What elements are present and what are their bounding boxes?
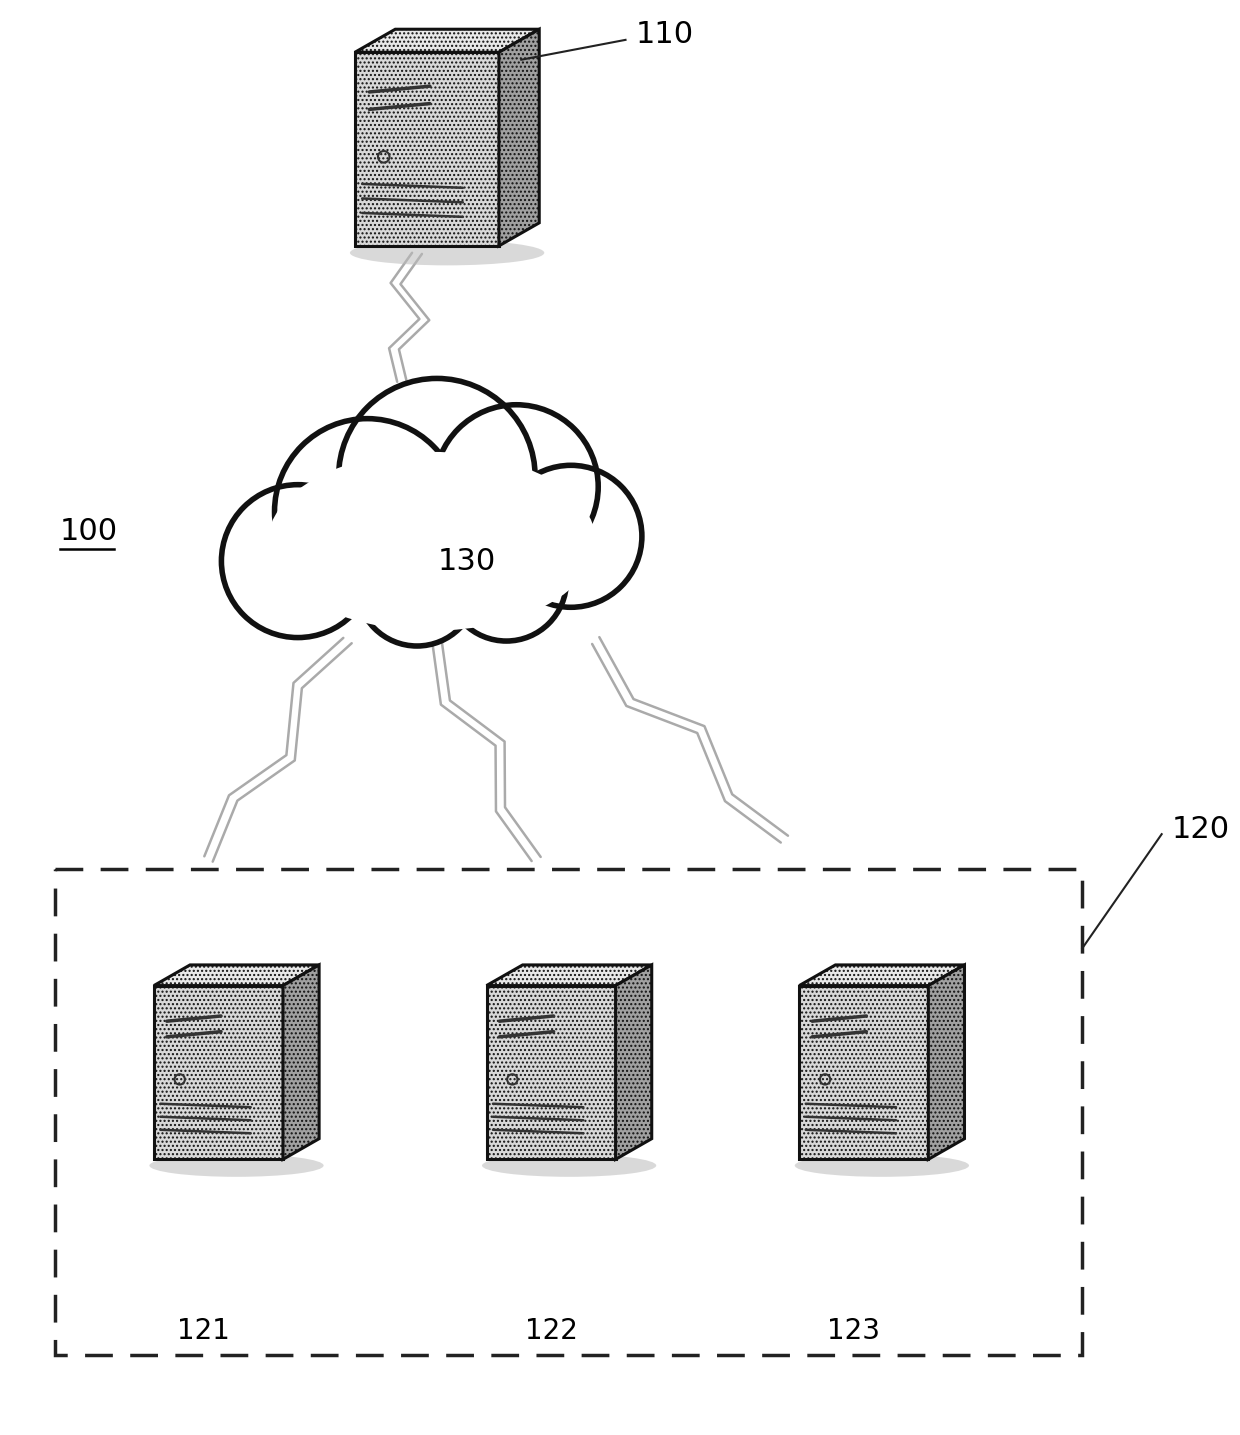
Ellipse shape	[268, 452, 595, 630]
Polygon shape	[498, 29, 539, 245]
Polygon shape	[283, 964, 319, 1159]
Ellipse shape	[795, 1154, 968, 1177]
Text: 122: 122	[525, 1317, 578, 1346]
Text: 130: 130	[438, 547, 496, 575]
Polygon shape	[355, 29, 539, 52]
Ellipse shape	[350, 240, 544, 265]
Ellipse shape	[482, 1154, 656, 1177]
Polygon shape	[800, 986, 929, 1159]
Circle shape	[500, 465, 642, 607]
Circle shape	[339, 379, 536, 575]
Text: 100: 100	[60, 517, 118, 545]
Circle shape	[274, 419, 460, 604]
Text: 120: 120	[1172, 815, 1230, 844]
Circle shape	[434, 405, 598, 568]
Circle shape	[446, 521, 567, 641]
Polygon shape	[154, 964, 319, 986]
Polygon shape	[800, 964, 965, 986]
Circle shape	[222, 485, 374, 637]
Polygon shape	[486, 986, 615, 1159]
Polygon shape	[486, 964, 652, 986]
Text: 123: 123	[827, 1317, 880, 1346]
Polygon shape	[355, 52, 498, 245]
Polygon shape	[615, 964, 652, 1159]
Polygon shape	[154, 986, 283, 1159]
Circle shape	[357, 525, 477, 646]
Text: 110: 110	[635, 20, 693, 49]
Text: 121: 121	[177, 1317, 229, 1346]
Polygon shape	[929, 964, 965, 1159]
Ellipse shape	[149, 1154, 324, 1177]
